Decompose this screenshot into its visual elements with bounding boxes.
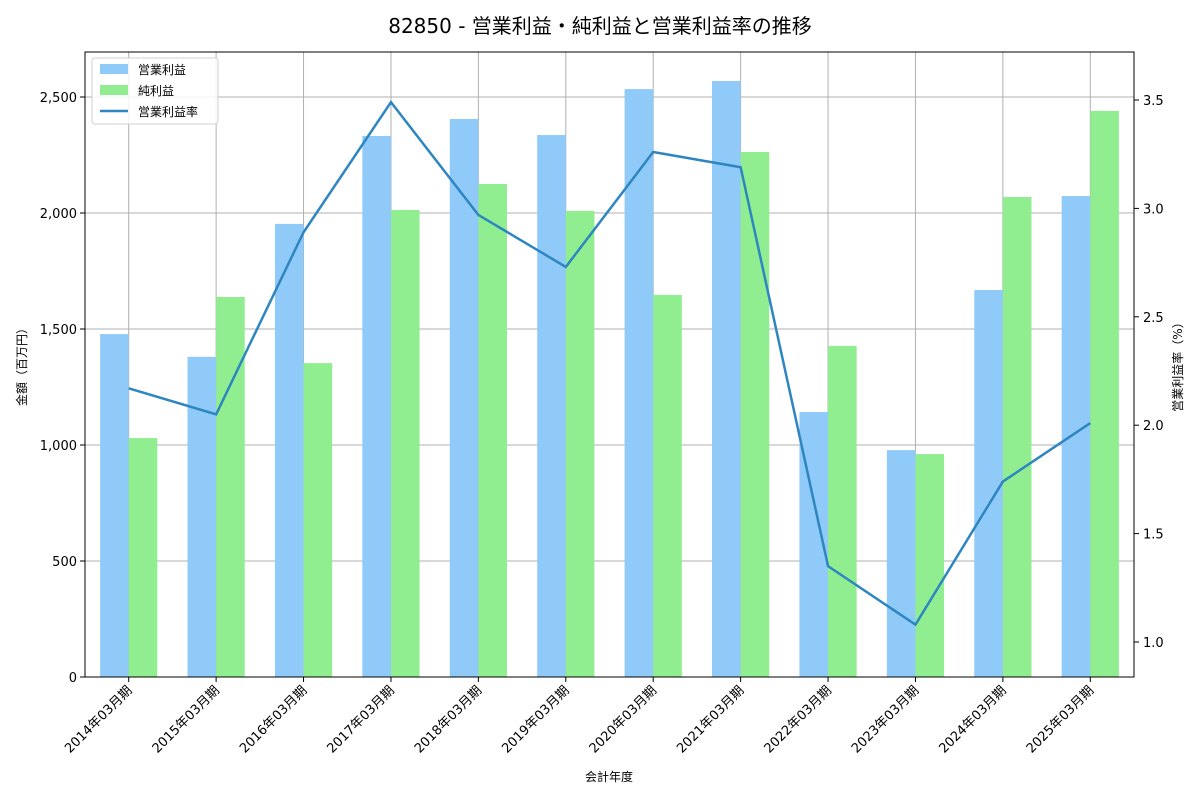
bar-net-profit bbox=[1002, 196, 1032, 677]
plot-frame bbox=[84, 51, 1135, 678]
bar-net-profit bbox=[303, 363, 333, 677]
x-tick-label: 2023年03月期 bbox=[849, 683, 922, 756]
x-tick-label: 2019年03月期 bbox=[499, 683, 572, 756]
bar-operating-profit bbox=[712, 80, 741, 677]
bar-operating-profit bbox=[449, 119, 479, 678]
x-tick-label: 2018年03月期 bbox=[412, 683, 485, 756]
x-axis-label: 会計年度 bbox=[585, 769, 633, 784]
y2-tick-label: 1.5 bbox=[1143, 528, 1164, 543]
y2-tick-label: 3.5 bbox=[1143, 94, 1164, 109]
bar-series bbox=[100, 80, 1119, 678]
bar-operating-profit bbox=[187, 356, 217, 677]
y-tick-label: 1,000 bbox=[40, 439, 77, 454]
x-tick-label: 2017年03月期 bbox=[325, 683, 398, 756]
legend: 営業利益 純利益 営業利益率 bbox=[91, 57, 219, 125]
x-tick-label: 2025年03月期 bbox=[1024, 683, 1097, 756]
legend-label-net-profit: 純利益 bbox=[138, 84, 174, 98]
y2-axis-label: 営業利益率（%） bbox=[1170, 316, 1185, 411]
bar-operating-profit bbox=[537, 135, 566, 678]
bar-operating-profit bbox=[624, 89, 654, 677]
line-operating-margin bbox=[128, 100, 1091, 627]
x-tick-label: 2020年03月期 bbox=[587, 683, 660, 756]
y2-tick-label: 2.5 bbox=[1143, 311, 1164, 326]
bar-operating-profit bbox=[1061, 196, 1091, 677]
x-tick-label: 2016年03月期 bbox=[237, 683, 310, 756]
legend-label-operating-profit: 営業利益 bbox=[138, 63, 186, 77]
bar-net-profit bbox=[1090, 110, 1119, 678]
bar-net-profit bbox=[653, 294, 682, 677]
y2-tick-label: 1.0 bbox=[1143, 636, 1164, 651]
y-axis-label: 金額（百万円） bbox=[14, 322, 29, 406]
x-axis: 2014年03月期 2015年03月期 2016年03月期 2017年03月期 2018… bbox=[62, 677, 1097, 757]
bar-net-profit bbox=[828, 345, 857, 677]
x-tick-label: 2021年03月期 bbox=[674, 683, 747, 756]
y-axis-left: 0 500 1,000 1,500 2,000 2,500 bbox=[40, 91, 85, 686]
y-axis-right: 1.0 1.5 2.0 2.5 3.0 3.5 bbox=[1134, 94, 1164, 651]
y-tick-label: 0 bbox=[69, 671, 77, 686]
bar-operating-profit bbox=[362, 135, 391, 677]
x-tick-label: 2014年03月期 bbox=[62, 683, 135, 756]
y2-tick-label: 3.0 bbox=[1143, 202, 1164, 217]
bar-operating-profit bbox=[974, 290, 1003, 677]
y-tick-label: 1,500 bbox=[40, 323, 77, 338]
x-tick-label: 2022年03月期 bbox=[762, 683, 835, 756]
bar-net-profit bbox=[565, 210, 595, 678]
bar-net-profit bbox=[390, 209, 420, 677]
bar-operating-profit bbox=[274, 223, 304, 678]
x-tick-label: 2024年03月期 bbox=[936, 683, 1009, 756]
bar-operating-profit bbox=[100, 334, 129, 677]
legend-swatch-net-profit bbox=[100, 85, 128, 95]
y2-tick-label: 2.0 bbox=[1143, 419, 1164, 434]
legend-label-operating-margin: 営業利益率 bbox=[138, 104, 198, 119]
y-tick-label: 500 bbox=[52, 555, 77, 570]
y-tick-label: 2,000 bbox=[40, 207, 77, 222]
bar-net-profit bbox=[740, 151, 770, 677]
y-tick-label: 2,500 bbox=[40, 91, 77, 106]
x-tick-label: 2015年03月期 bbox=[150, 683, 223, 756]
bar-net-profit bbox=[128, 438, 158, 677]
chart-title: 82850 - 営業利益・純利益と営業利益率の推移 bbox=[388, 14, 812, 38]
line-series bbox=[128, 100, 1091, 627]
bar-net-profit bbox=[915, 454, 945, 677]
bar-operating-profit bbox=[886, 450, 916, 677]
legend-swatch-operating-profit bbox=[100, 64, 128, 74]
bar-net-profit bbox=[478, 184, 507, 677]
bar-net-profit bbox=[216, 296, 245, 677]
